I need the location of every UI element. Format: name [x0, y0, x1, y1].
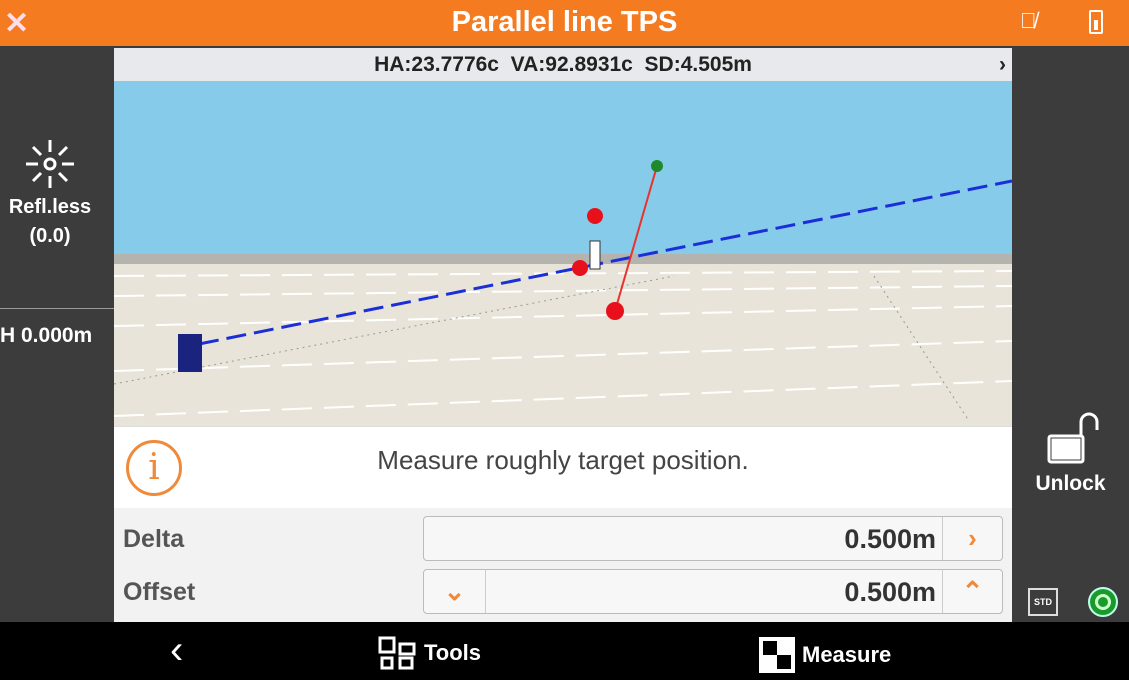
offset-line [614, 165, 658, 312]
tools-button[interactable]: Tools [378, 636, 481, 670]
end-point[interactable] [651, 160, 663, 172]
reference-line [114, 275, 675, 385]
offset-field[interactable]: ⌄ 0.500m ⌃ [423, 569, 1003, 614]
reflectorless-button[interactable]: Refl.less (0.0) [0, 136, 100, 248]
3d-view[interactable] [114, 81, 1012, 426]
mode-label: Refl.less [8, 196, 92, 218]
instrument-icon [178, 334, 202, 372]
mode-value: (0.0) [29, 225, 71, 247]
battery-icon [1089, 10, 1103, 34]
title-bar: ✕ Parallel line TPS 🎙̸ [0, 0, 1129, 46]
message-text: Measure roughly target position. [377, 445, 749, 475]
height-button[interactable]: H 0.000m [0, 324, 93, 347]
x-logo-icon[interactable]: ✕ [4, 7, 30, 40]
target-point[interactable] [606, 302, 624, 320]
parallel-line [198, 179, 1012, 346]
bottom-nav: ‹ Tools Measure [0, 622, 1129, 680]
sky [114, 81, 1012, 257]
message-panel: i Measure roughly target position. [114, 426, 1012, 508]
unlock-icon [1047, 412, 1098, 464]
chevron-right-icon[interactable]: › [999, 53, 1006, 76]
prism-pole [589, 240, 601, 270]
right-panel: Unlock STD [1012, 46, 1129, 622]
info-icon: i [126, 440, 182, 496]
measurement-status-bar[interactable]: HA:23.7776c VA:92.8931c SD:4.505m › [114, 48, 1012, 81]
mic-off-icon[interactable]: 🎙̸ [1020, 8, 1037, 33]
status-indicator-icon [1088, 587, 1118, 617]
left-panel: Refl.less (0.0) H 0.000m [0, 46, 114, 622]
tools-icon [378, 636, 416, 670]
target-point[interactable] [587, 208, 603, 224]
back-button[interactable]: ‹ [170, 628, 184, 672]
measure-icon [759, 637, 795, 673]
tools-label: Tools [424, 640, 482, 665]
measurement-readout: HA:23.7776c VA:92.8931c SD:4.505m [374, 53, 752, 76]
unlock-label: Unlock [1035, 472, 1106, 495]
measure-button[interactable]: Measure [758, 636, 891, 674]
divider [0, 308, 114, 309]
chevron-down-icon[interactable]: ⌄ [424, 570, 486, 613]
delta-value: 0.500m [844, 524, 936, 554]
target-point[interactable] [572, 260, 588, 276]
parameter-form: Delta 0.500m › Offset ⌄ 0.500m ⌃ [114, 508, 1012, 622]
offset-value: 0.500m [844, 577, 936, 607]
unlock-button[interactable]: Unlock [1012, 408, 1129, 496]
ground-grid [114, 270, 1012, 417]
page-title: Parallel line TPS [451, 6, 678, 38]
std-badge[interactable]: STD [1028, 588, 1058, 616]
chevron-up-icon[interactable]: ⌃ [942, 570, 1002, 613]
delta-field[interactable]: 0.500m › [423, 516, 1003, 561]
chevron-right-icon[interactable]: › [942, 517, 1002, 560]
laser-icon [26, 140, 74, 188]
measure-label: Measure [802, 642, 892, 667]
delta-label: Delta [123, 525, 185, 553]
horizon [114, 254, 1012, 264]
offset-label: Offset [123, 578, 196, 606]
